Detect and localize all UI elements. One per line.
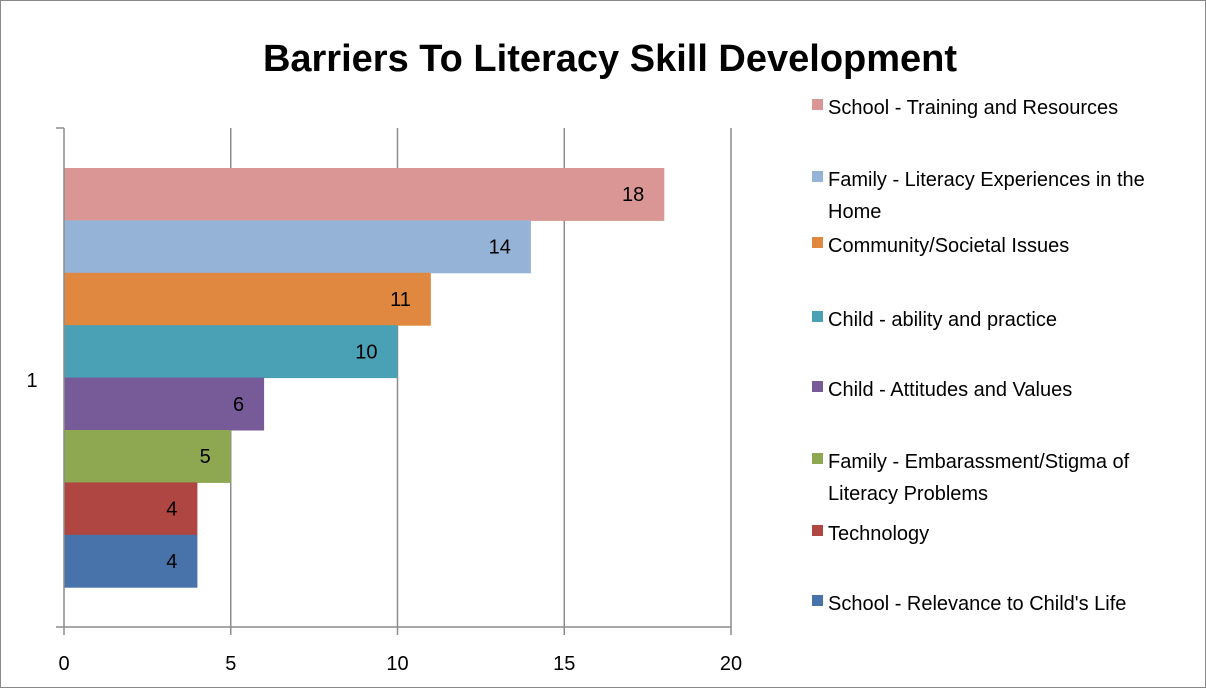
x-tick-label: 15 [553,653,575,675]
bar [64,168,665,221]
bar [64,220,531,274]
bar [64,430,231,483]
x-tick-label: 10 [386,653,408,675]
legend-swatch [812,99,823,110]
legend-label: Child - ability and practice [828,309,1057,331]
legend-label: Family - Literacy Experiences in the Hom… [828,169,1145,223]
legend-label: Technology [828,523,930,545]
x-tick-label: 5 [225,653,236,675]
bar [64,534,198,588]
legend-swatch [812,171,823,182]
data-label: 14 [489,237,511,259]
chart-title: Barriers To Literacy Skill Development [262,38,958,80]
legend-label: School - Training and Resources [828,97,1119,119]
bar [64,482,198,536]
bar [64,377,265,431]
bar [64,325,398,379]
data-label: 4 [166,551,177,573]
legend-swatch [812,595,823,606]
x-tick-label: 0 [58,653,69,675]
legend-label: Child - Attitudes and Values [828,379,1073,401]
legend-swatch [812,311,823,322]
data-label: 11 [390,289,411,311]
y-category-label: 1 [26,370,37,392]
legend-label: Community/Societal Issues [828,235,1070,257]
data-label: 18 [622,184,644,206]
legend-swatch [812,381,823,392]
legend-label: School - Relevance to Child's Life [828,593,1127,615]
x-tick-label: 20 [720,653,742,675]
data-label: 4 [166,499,177,521]
data-label: 5 [200,446,211,468]
data-label: 10 [355,341,377,363]
legend-label: Family - Embarassment/Stigma of Literacy… [828,451,1130,505]
legend-swatch [812,453,823,464]
legend-swatch [812,525,823,536]
bar [64,272,431,326]
legend-swatch [812,237,823,248]
data-label: 6 [233,394,244,416]
